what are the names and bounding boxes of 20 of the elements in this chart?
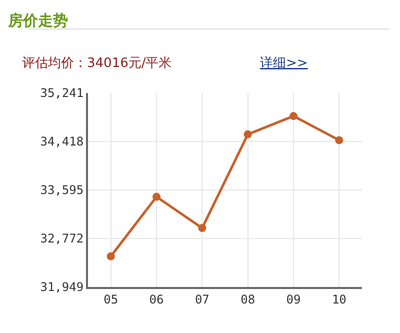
point (152, 192, 160, 201)
y-tick-label: 31,949 (40, 280, 84, 294)
chart-subtitle: 评估均价：34016元/平米 (22, 56, 172, 71)
x-tick-label: 05 (104, 292, 118, 306)
x-tick-label: 08 (240, 292, 256, 306)
x-tick-label: 06 (149, 292, 164, 306)
x-tick-label: 10 (332, 292, 346, 306)
y-tick-label: 32,772 (40, 232, 84, 246)
y-tick-label: 33,595 (40, 183, 84, 198)
point (106, 252, 115, 260)
point (198, 224, 206, 232)
point (244, 130, 252, 138)
point (290, 112, 298, 120)
point (335, 136, 344, 144)
y-tick-label: 34,418 (40, 134, 84, 149)
chart-title: 房价走势 (7, 11, 68, 30)
x-tick-label: 09 (286, 292, 301, 306)
y-tick-label: 35,241 (40, 86, 84, 100)
x-tick-label: 07 (194, 292, 210, 306)
text: 详细>> (260, 56, 308, 71)
